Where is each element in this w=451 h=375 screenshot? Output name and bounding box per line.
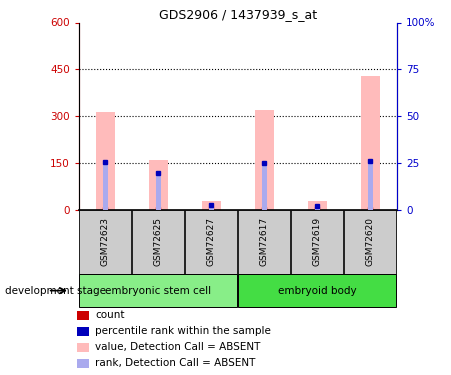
Bar <box>133 210 184 274</box>
Text: GSM72619: GSM72619 <box>313 217 322 266</box>
Bar <box>262 163 267 210</box>
Text: rank, Detection Call = ABSENT: rank, Detection Call = ABSENT <box>96 358 256 368</box>
Bar <box>315 206 320 210</box>
Text: development stage: development stage <box>5 286 106 296</box>
Bar <box>156 172 161 210</box>
Bar <box>239 274 396 307</box>
Bar <box>368 160 373 210</box>
Text: GSM72625: GSM72625 <box>154 217 163 266</box>
Bar <box>77 311 89 320</box>
Bar <box>361 76 380 210</box>
Bar <box>202 201 221 210</box>
Bar <box>79 274 237 307</box>
Text: value, Detection Call = ABSENT: value, Detection Call = ABSENT <box>96 342 261 352</box>
Bar <box>209 206 214 210</box>
Text: GSM72617: GSM72617 <box>260 217 269 266</box>
Text: embryonic stem cell: embryonic stem cell <box>106 286 212 296</box>
Text: embryoid body: embryoid body <box>278 286 357 296</box>
Bar <box>79 210 131 274</box>
Text: GSM72627: GSM72627 <box>207 217 216 266</box>
Bar <box>149 160 168 210</box>
Bar <box>96 112 115 210</box>
Bar <box>345 210 396 274</box>
Bar <box>77 343 89 352</box>
Text: percentile rank within the sample: percentile rank within the sample <box>96 326 272 336</box>
Text: count: count <box>96 310 125 321</box>
Bar <box>255 110 274 210</box>
Text: GSM72623: GSM72623 <box>101 217 110 266</box>
Bar <box>308 201 327 210</box>
Title: GDS2906 / 1437939_s_at: GDS2906 / 1437939_s_at <box>159 8 317 21</box>
Bar <box>185 210 237 274</box>
Bar <box>77 327 89 336</box>
Bar <box>239 210 290 274</box>
Text: GSM72620: GSM72620 <box>366 217 375 266</box>
Bar <box>103 162 108 210</box>
Bar <box>291 210 343 274</box>
Bar <box>77 359 89 368</box>
